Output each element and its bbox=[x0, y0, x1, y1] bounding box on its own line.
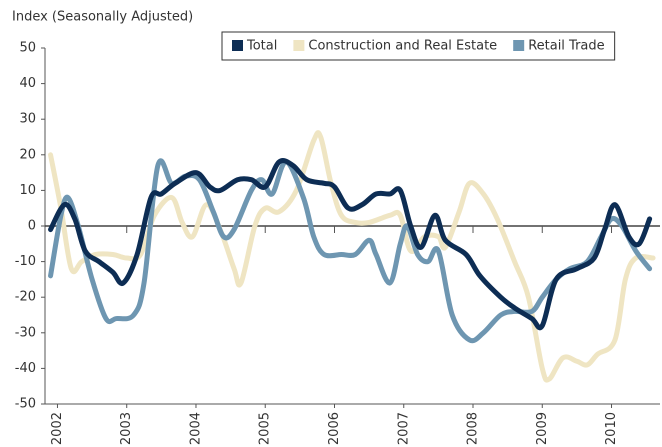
y-tick-label: -40 bbox=[15, 361, 36, 376]
x-tick-label: 2010 bbox=[604, 412, 619, 445]
y-tick-label: -20 bbox=[15, 290, 36, 305]
y-tick-label: 40 bbox=[19, 76, 36, 91]
y-tick-label: -30 bbox=[15, 325, 36, 340]
y-tick-label: 30 bbox=[19, 112, 36, 127]
legend: Total Construction and Real Estate Retail … bbox=[221, 31, 616, 61]
legend-label: Total bbox=[246, 39, 277, 54]
legend-label: Retail Trade bbox=[528, 39, 604, 54]
x-tick-label: 2007 bbox=[396, 412, 411, 445]
legend-swatch bbox=[293, 40, 305, 51]
y-axis-label: Index (Seasonally Adjusted) bbox=[12, 10, 193, 25]
y-tick-label: 50 bbox=[19, 41, 36, 56]
series-line bbox=[48, 158, 653, 344]
x-tick-label: 2009 bbox=[535, 412, 550, 445]
x-tick-label: 2005 bbox=[258, 412, 273, 445]
x-tick-label: 2002 bbox=[50, 412, 65, 445]
y-tick-label: 0 bbox=[28, 219, 36, 234]
legend-label: Construction and Real Estate bbox=[308, 39, 497, 54]
x-tick-label: 2008 bbox=[466, 412, 481, 445]
y-tick-label: -10 bbox=[15, 254, 36, 269]
x-tick-label: 2006 bbox=[327, 412, 342, 445]
y-tick-label: -50 bbox=[15, 397, 36, 412]
x-tick-label: 2003 bbox=[119, 412, 134, 445]
legend-swatch bbox=[513, 40, 525, 51]
legend-box bbox=[221, 31, 616, 61]
y-tick-label: 20 bbox=[19, 147, 36, 162]
x-tick-label: 2004 bbox=[188, 412, 203, 445]
y-tick-label: 10 bbox=[19, 183, 36, 198]
legend-swatch bbox=[232, 40, 243, 51]
series-line bbox=[48, 158, 653, 331]
